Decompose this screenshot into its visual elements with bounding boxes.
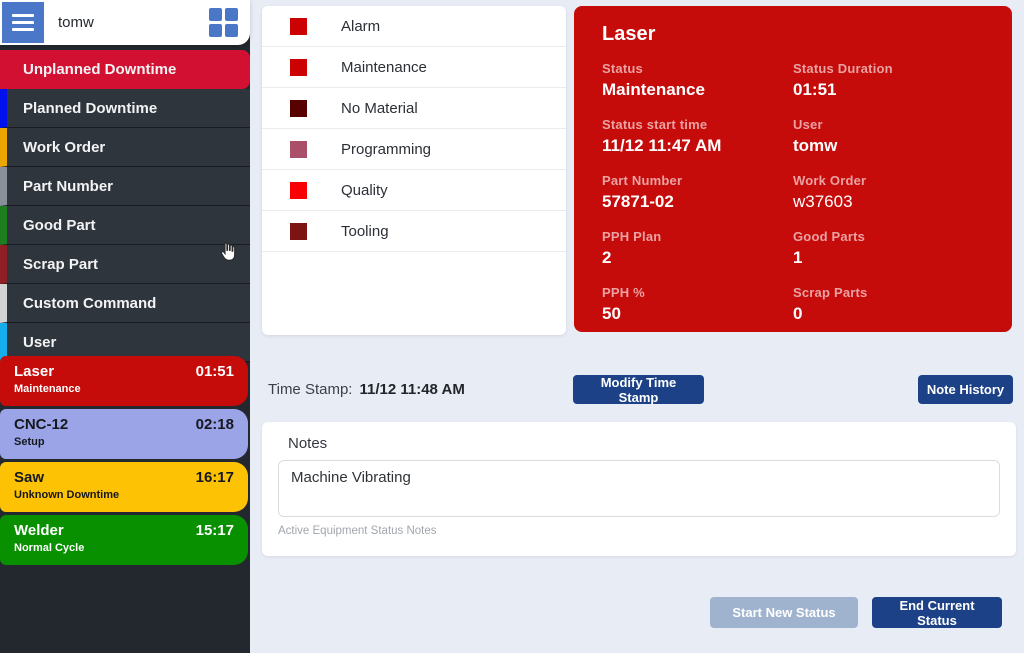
status-color-swatch <box>290 140 307 158</box>
notes-card: Notes Machine Vibrating Active Equipment… <box>262 422 1016 556</box>
status-option-label: No Material <box>341 99 418 117</box>
machine-card-welder[interactable]: Welder 15:17 Normal Cycle <box>0 515 248 565</box>
machine-duration: 16:17 <box>195 469 234 486</box>
sidebar-item-planned-downtime[interactable]: Planned Downtime <box>0 89 250 128</box>
field-scrap-parts: Scrap Parts 0 <box>793 285 868 323</box>
status-option-label: Tooling <box>341 222 389 240</box>
timestamp-row: Time Stamp: 11/12 11:48 AM <box>268 372 465 406</box>
machine-name: CNC-12 <box>14 416 69 433</box>
status-option-alarm[interactable]: Alarm <box>262 6 566 47</box>
machine-list: Laser 01:51 Maintenance CNC-12 02:18 Set… <box>0 356 250 565</box>
field-part-number: Part Number 57871-02 <box>602 173 683 211</box>
status-option-no-material[interactable]: No Material <box>262 88 566 129</box>
field-work-order: Work Order w37603 <box>793 173 867 211</box>
status-color-swatch <box>290 222 307 240</box>
machine-status: Unknown Downtime <box>14 489 120 501</box>
status-option-label: Quality <box>341 181 388 199</box>
machine-duration: 15:17 <box>195 522 234 539</box>
machine-status: Setup <box>14 436 45 448</box>
notes-input[interactable]: Machine Vibrating <box>278 460 1000 517</box>
start-new-status-button[interactable]: Start New Status <box>710 597 858 628</box>
hamburger-menu-button[interactable] <box>2 2 44 43</box>
sidebar-item-label: Good Part <box>23 216 96 234</box>
status-color-swatch <box>290 99 307 117</box>
sidebar-menu: Unplanned Downtime Planned Downtime Work… <box>0 50 250 362</box>
sidebar-item-label: Unplanned Downtime <box>23 60 177 78</box>
machine-status: Maintenance <box>14 383 81 395</box>
field-good-parts: Good Parts 1 <box>793 229 866 267</box>
status-option-label: Maintenance <box>341 58 427 76</box>
equipment-detail-panel: Laser Status Maintenance Status Duration… <box>574 6 1012 332</box>
status-option-label: Alarm <box>341 17 381 35</box>
machine-duration: 01:51 <box>195 363 234 380</box>
field-status: Status Maintenance <box>602 61 705 99</box>
machine-name: Saw <box>14 469 45 486</box>
sidebar-item-scrap-part[interactable]: Scrap Part <box>0 245 250 284</box>
status-color-swatch <box>290 58 307 76</box>
notes-label: Notes <box>288 435 328 452</box>
sidebar-item-label: Part Number <box>23 177 114 195</box>
status-option-quality[interactable]: Quality <box>262 170 566 211</box>
machine-card-saw[interactable]: Saw 16:17 Unknown Downtime <box>0 462 248 512</box>
timestamp-value: 11/12 11:48 AM <box>359 380 465 398</box>
status-option-label: Programming <box>341 140 432 158</box>
sidebar-item-label: Work Order <box>23 138 106 156</box>
status-type-list: Alarm Maintenance No Material Programmin… <box>262 6 566 335</box>
sidebar-item-part-number[interactable]: Part Number <box>0 167 250 206</box>
field-pph-percent: PPH % 50 <box>602 285 645 323</box>
field-user: User tomw <box>793 117 838 155</box>
equipment-title: Laser <box>602 23 656 45</box>
field-status-start-time: Status start time 11/12 11:47 AM <box>602 117 722 155</box>
sidebar-item-label: User <box>23 333 57 351</box>
sidebar-item-custom-command[interactable]: Custom Command <box>0 284 250 323</box>
machine-card-cnc-12[interactable]: CNC-12 02:18 Setup <box>0 409 248 459</box>
hamburger-icon <box>12 14 34 17</box>
machine-status: Normal Cycle <box>14 542 85 554</box>
status-option-tooling[interactable]: Tooling <box>262 211 566 252</box>
top-bar <box>0 0 250 45</box>
sidebar-item-label: Custom Command <box>23 294 157 312</box>
field-pph-plan: PPH Plan 2 <box>602 229 662 267</box>
notes-helper-text: Active Equipment Status Notes <box>278 525 437 537</box>
machine-card-laser[interactable]: Laser 01:51 Maintenance <box>0 356 248 406</box>
note-history-button[interactable]: Note History <box>918 375 1013 404</box>
machine-duration: 02:18 <box>195 416 234 433</box>
status-color-swatch <box>290 181 307 199</box>
username-input[interactable] <box>58 14 176 31</box>
machine-name: Laser <box>14 363 55 380</box>
machine-name: Welder <box>14 522 64 539</box>
modify-time-stamp-button[interactable]: Modify Time Stamp <box>573 375 704 405</box>
sidebar-item-label: Planned Downtime <box>23 99 158 117</box>
end-current-status-button[interactable]: End Current Status <box>872 597 1002 628</box>
status-option-maintenance[interactable]: Maintenance <box>262 47 566 88</box>
apps-grid-icon[interactable] <box>209 8 238 37</box>
sidebar: Unplanned Downtime Planned Downtime Work… <box>0 0 250 653</box>
status-option-programming[interactable]: Programming <box>262 129 566 170</box>
sidebar-item-label: Scrap Part <box>23 255 99 273</box>
sidebar-item-good-part[interactable]: Good Part <box>0 206 250 245</box>
sidebar-item-work-order[interactable]: Work Order <box>0 128 250 167</box>
status-color-swatch <box>290 17 307 35</box>
field-status-duration: Status Duration 01:51 <box>793 61 893 99</box>
timestamp-label: Time Stamp: <box>268 380 353 398</box>
sidebar-item-unplanned-downtime[interactable]: Unplanned Downtime <box>0 50 250 89</box>
sidebar-item-user[interactable]: User <box>0 323 250 362</box>
